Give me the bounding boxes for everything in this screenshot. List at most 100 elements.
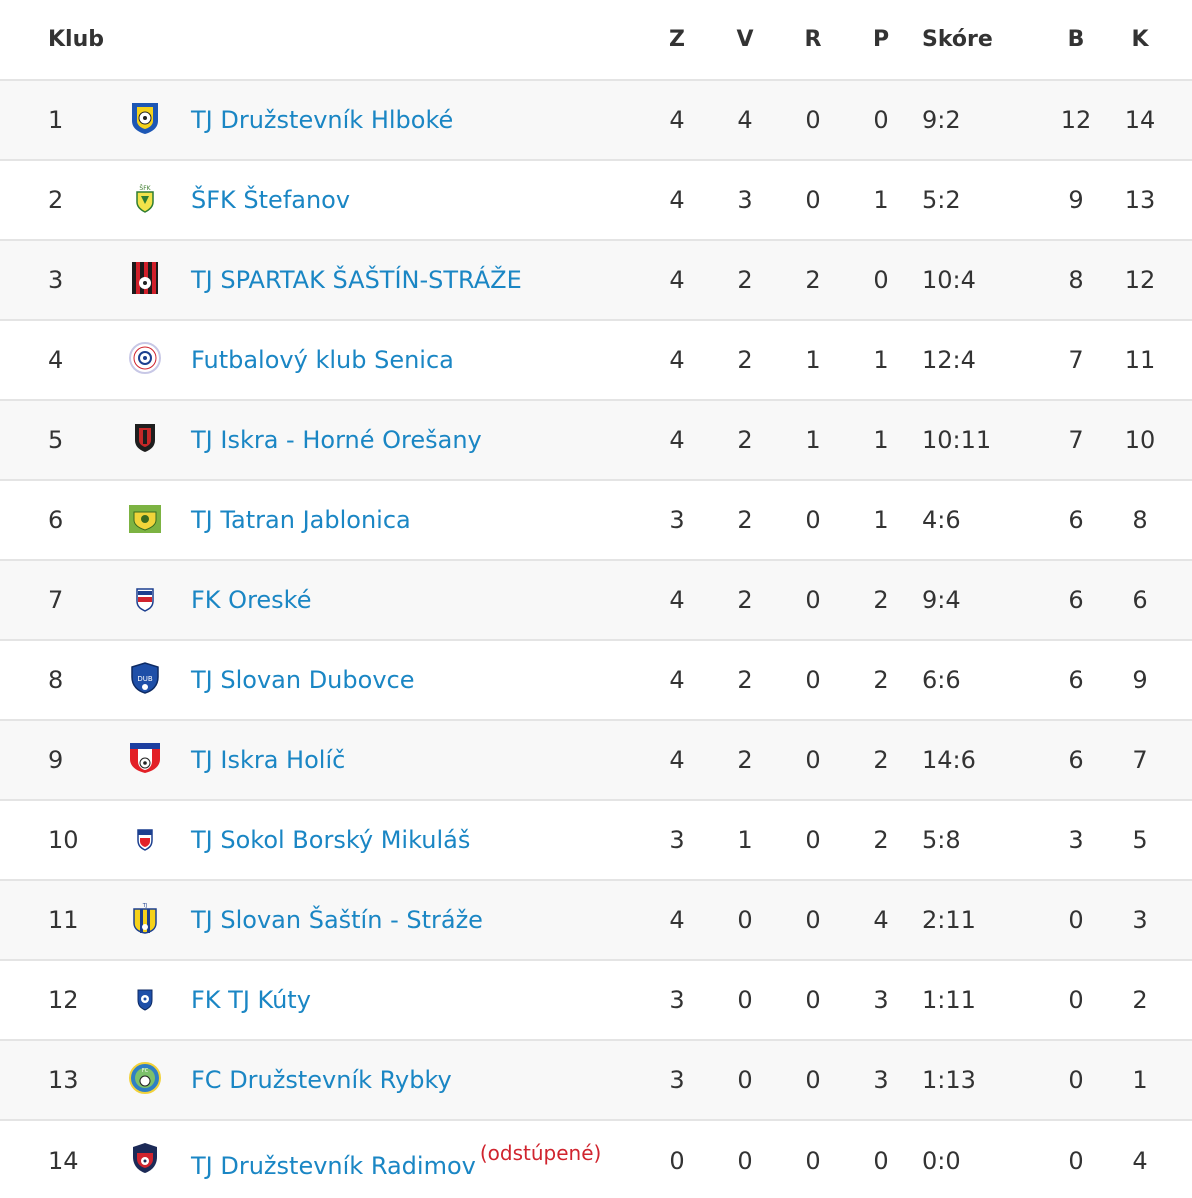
score-cell: 9:2 <box>922 106 961 134</box>
score-cell: 1:13 <box>922 1066 976 1094</box>
club-link[interactable]: Futbalový klub Senica <box>191 346 454 374</box>
header-score: Skóre <box>922 27 993 52</box>
played-cell: 0 <box>669 1146 685 1175</box>
points-cell: 1 <box>1132 1066 1148 1094</box>
points-cell: 4 <box>1132 1146 1148 1175</box>
position-cell: 8 <box>48 666 64 694</box>
draws-cell: 0 <box>805 1066 821 1094</box>
club-link[interactable]: TJ Sokol Borský Mikuláš <box>191 826 471 854</box>
losses-cell: 1 <box>873 346 889 374</box>
draws-cell: 0 <box>805 1146 821 1175</box>
logo-cell <box>125 1120 165 1198</box>
club-name-cell: TJ Sokol Borský Mikuláš <box>165 800 642 880</box>
club-link[interactable]: TJ Iskra - Horné Orešany <box>191 426 482 454</box>
club-link[interactable]: FC Družstevník Rybky <box>191 1066 452 1094</box>
table-row: 6 TJ Tatran Jablonica 3 2 0 1 4:6 6 8 <box>0 480 1192 560</box>
header-draws: R <box>804 27 822 52</box>
score-cell: 14:6 <box>922 746 976 774</box>
bonus-cell: 0 <box>1068 906 1084 934</box>
played-cell: 3 <box>669 986 685 1014</box>
wins-cell: 2 <box>737 666 753 694</box>
table-row: 11 TJ TJ Slovan Šaštín - Stráže 4 0 0 4 2:11 0 3 <box>0 880 1192 960</box>
score-cell: 0:0 <box>922 1146 961 1175</box>
draws-cell: 0 <box>805 986 821 1014</box>
wins-cell: 0 <box>737 906 753 934</box>
bonus-cell: 0 <box>1068 986 1084 1014</box>
oresany-crest-icon <box>127 420 163 456</box>
club-link[interactable]: FK Oreské <box>191 586 312 614</box>
logo-cell <box>125 960 165 1040</box>
losses-cell: 4 <box>873 906 889 934</box>
points-cell: 9 <box>1132 666 1148 694</box>
position-cell: 1 <box>48 106 64 134</box>
played-cell: 4 <box>669 666 685 694</box>
losses-cell: 2 <box>873 666 889 694</box>
table-row: 4 Futbalový klub Senica 4 2 1 1 12:4 7 11 <box>0 320 1192 400</box>
losses-cell: 0 <box>873 1146 889 1175</box>
position-cell: 13 <box>48 1066 79 1094</box>
oreske-crest-icon <box>127 582 163 618</box>
losses-cell: 0 <box>873 106 889 134</box>
logo-cell: DUB <box>125 640 165 720</box>
score-cell: 5:8 <box>922 826 961 854</box>
played-cell: 3 <box>669 506 685 534</box>
position-cell: 12 <box>48 986 79 1014</box>
draws-cell: 0 <box>805 506 821 534</box>
header-points: K <box>1131 27 1149 52</box>
senica-crest-icon <box>127 340 163 376</box>
club-name-cell: TJ Družstevník Radimov (odstúpené) <box>165 1120 642 1198</box>
club-link[interactable]: TJ Slovan Dubovce <box>191 666 415 694</box>
club-name-cell: TJ Iskra - Horné Orešany <box>165 400 642 480</box>
header-played: Z <box>669 27 685 52</box>
bonus-cell: 7 <box>1068 346 1084 374</box>
points-cell: 13 <box>1124 186 1156 214</box>
table-row: 2 ŠFK ŠFK Štefanov 4 3 0 1 5:2 9 13 <box>0 160 1192 240</box>
club-name-cell: Futbalový klub Senica <box>165 320 642 400</box>
club-name-cell: TJ Slovan Dubovce <box>165 640 642 720</box>
wins-cell: 2 <box>737 586 753 614</box>
bonus-cell: 6 <box>1068 666 1084 694</box>
played-cell: 4 <box>669 426 685 454</box>
points-cell: 2 <box>1132 986 1148 1014</box>
table-row: 12 FK TJ Kúty 3 0 0 3 1:11 0 2 <box>0 960 1192 1040</box>
bonus-cell: 6 <box>1068 586 1084 614</box>
logo-cell <box>125 80 165 160</box>
losses-cell: 3 <box>873 986 889 1014</box>
losses-cell: 1 <box>873 426 889 454</box>
club-link[interactable]: TJ Družstevník Radimov <box>191 1152 476 1180</box>
draws-cell: 0 <box>805 746 821 774</box>
svg-text:FC: FC <box>142 1068 149 1074</box>
draws-cell: 0 <box>805 826 821 854</box>
club-link[interactable]: TJ Iskra Holíč <box>191 746 346 774</box>
radimov-crest-icon <box>127 1140 163 1176</box>
standings-body: 1 TJ Družstevník Hlboké 4 4 0 0 9:2 12 14 2 ŠFK ŠFK… <box>0 80 1192 1198</box>
club-link[interactable]: TJ Družstevník Hlboké <box>191 106 454 134</box>
score-cell: 6:6 <box>922 666 961 694</box>
draws-cell: 0 <box>805 106 821 134</box>
club-link[interactable]: FK TJ Kúty <box>191 986 311 1014</box>
logo-cell: ŠFK <box>125 160 165 240</box>
club-link[interactable]: TJ Tatran Jablonica <box>191 506 411 534</box>
club-link[interactable]: ŠFK Štefanov <box>191 186 351 214</box>
points-cell: 10 <box>1124 426 1156 454</box>
wins-cell: 4 <box>737 106 753 134</box>
wins-cell: 3 <box>737 186 753 214</box>
score-cell: 2:11 <box>922 906 976 934</box>
logo-cell: FC <box>125 1040 165 1120</box>
position-cell: 4 <box>48 346 64 374</box>
club-link[interactable]: TJ Slovan Šaštín - Stráže <box>191 906 483 934</box>
losses-cell: 3 <box>873 1066 889 1094</box>
hlboke-crest-icon <box>127 100 163 136</box>
points-cell: 12 <box>1124 266 1156 294</box>
losses-cell: 1 <box>873 506 889 534</box>
played-cell: 4 <box>669 186 685 214</box>
losses-cell: 2 <box>873 826 889 854</box>
rybky-crest-icon: FC <box>127 1060 163 1096</box>
points-cell: 14 <box>1124 106 1156 134</box>
club-link[interactable]: TJ SPARTAK ŠAŠTÍN-STRÁŽE <box>191 266 522 294</box>
table-row: 7 FK Oreské 4 2 0 2 9:4 6 6 <box>0 560 1192 640</box>
position-cell: 6 <box>48 506 64 534</box>
position-cell: 10 <box>48 826 79 854</box>
position-cell: 11 <box>48 906 79 934</box>
